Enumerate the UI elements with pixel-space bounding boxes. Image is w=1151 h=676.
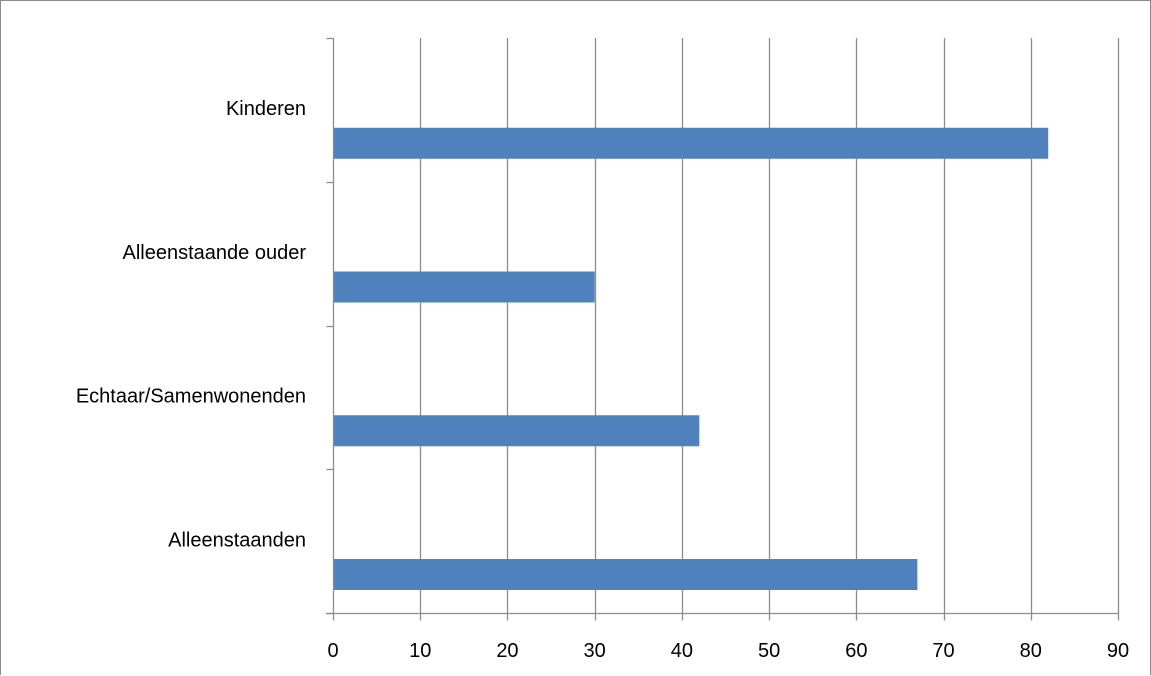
- x-tick-label-40: 40: [671, 640, 693, 662]
- x-tick-label-90: 90: [1107, 640, 1129, 662]
- bar-alleenstaande-ouder: [334, 271, 595, 303]
- category-label-alleenstaanden: Alleenstaanden: [168, 529, 306, 551]
- labels: 0 10 20 30 40 50 60 70 80 90 Kinderen Alleenstaande…: [76, 98, 1129, 662]
- bars: [334, 127, 1049, 590]
- x-tick-label-30: 30: [584, 640, 606, 662]
- category-label-echtaar-samenwonenden: Echtaar/Samenwonenden: [76, 386, 306, 408]
- x-tick-label-60: 60: [845, 640, 867, 662]
- x-tick-label-10: 10: [409, 640, 431, 662]
- category-label-kinderen: Kinderen: [226, 98, 306, 120]
- x-tick-label-70: 70: [932, 640, 954, 662]
- x-tick-label-50: 50: [758, 640, 780, 662]
- bar-alleenstaanden: [334, 559, 918, 590]
- grid-lines: [419, 38, 1120, 613]
- x-tick-label-20: 20: [496, 640, 518, 662]
- category-label-alleenstaande-ouder: Alleenstaande ouder: [123, 242, 307, 264]
- axes: [326, 37, 1120, 621]
- bar-kinderen: [334, 127, 1049, 159]
- x-tick-label-0: 0: [327, 640, 338, 662]
- x-tick-label-80: 80: [1020, 640, 1042, 662]
- bar-echtaar-samenwonenden: [334, 415, 700, 447]
